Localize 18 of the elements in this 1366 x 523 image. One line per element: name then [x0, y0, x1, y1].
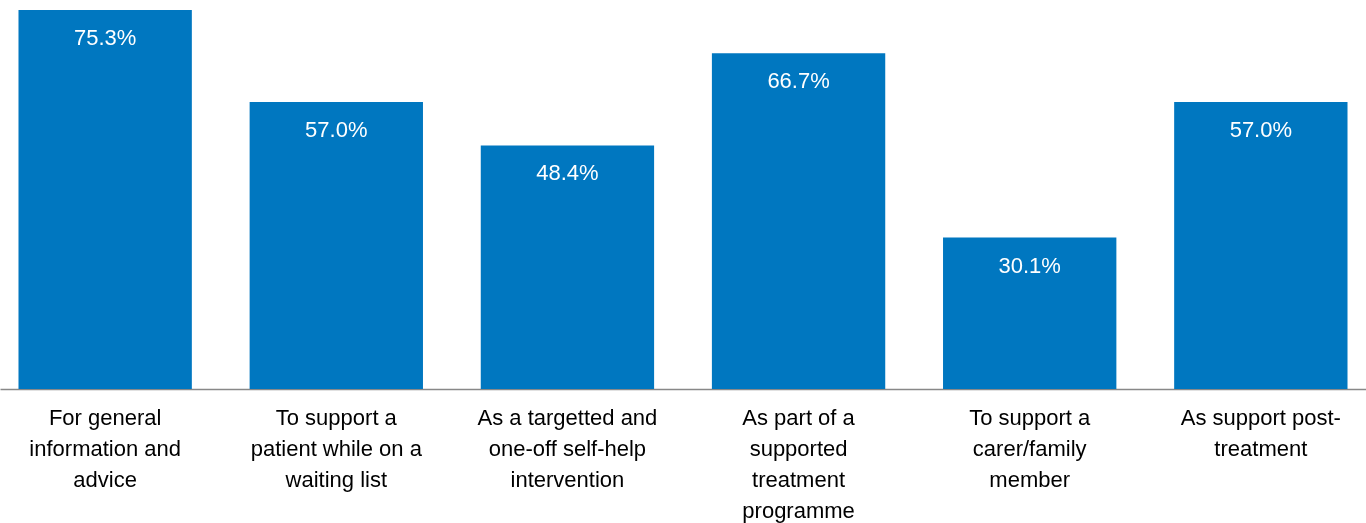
x-tick-label: To support a patient while on a waiting list — [250, 404, 423, 492]
x-tick-label: As a targetted and one-off self-help intervention — [477, 404, 658, 492]
bar — [18, 10, 192, 389]
bar — [943, 237, 1117, 389]
bar — [249, 102, 423, 389]
x-tick-label: For general information and advice — [29, 404, 181, 492]
data-label: 30.1% — [998, 252, 1061, 278]
data-label: 57.0% — [1229, 117, 1293, 143]
data-label: 57.0% — [305, 117, 368, 143]
bar — [711, 53, 886, 389]
x-tick-label: To support a carer/family member — [969, 404, 1091, 492]
data-label: 75.3% — [73, 25, 137, 50]
data-label: 66.7% — [767, 68, 830, 94]
bar — [480, 145, 655, 389]
bar — [1174, 102, 1348, 389]
x-tick-label: As support post-treatment — [1180, 404, 1341, 461]
x-tick-label: As part of a supported treatment programme — [742, 404, 856, 523]
data-label: 48.4% — [536, 160, 599, 186]
